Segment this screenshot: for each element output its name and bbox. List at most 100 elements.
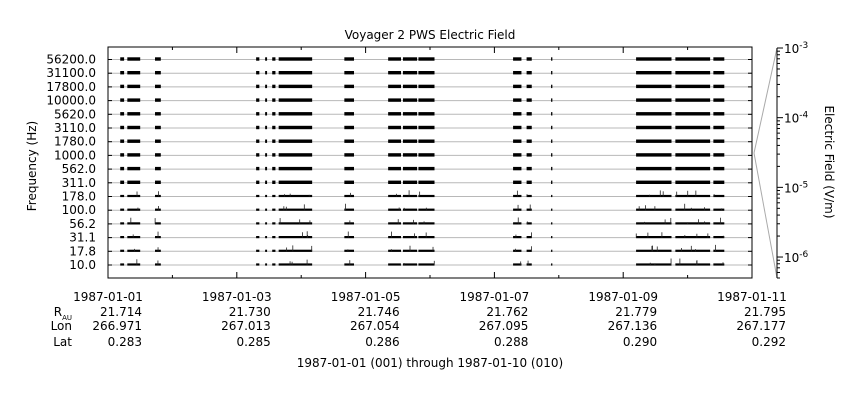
data-band — [675, 139, 711, 143]
data-band — [418, 222, 435, 225]
data-band — [402, 98, 418, 102]
data-band — [278, 112, 313, 116]
data-band — [713, 236, 725, 239]
data-band — [265, 263, 268, 266]
data-band — [513, 57, 522, 61]
data-band — [344, 71, 355, 75]
data-band — [402, 57, 418, 61]
data-band — [278, 84, 313, 89]
data-band — [402, 222, 418, 225]
data-band — [278, 153, 313, 157]
data-band — [278, 236, 313, 239]
data-band — [418, 84, 435, 89]
data-band — [120, 208, 125, 211]
data-band — [713, 249, 725, 252]
data-band — [551, 236, 553, 239]
data-band — [513, 125, 522, 130]
plot-frame — [107, 46, 753, 279]
data-band — [344, 84, 355, 89]
data-band — [388, 84, 402, 89]
data-band — [513, 222, 522, 225]
data-band — [418, 153, 435, 157]
data-band — [344, 166, 355, 171]
data-band — [127, 194, 141, 198]
data-band — [713, 139, 725, 143]
data-band — [127, 166, 141, 171]
x-tick-label: 1987-01-05 — [331, 290, 401, 304]
data-band — [513, 180, 522, 184]
data-band — [272, 98, 276, 102]
data-band — [402, 208, 418, 211]
data-band — [256, 112, 260, 116]
data-band — [513, 112, 522, 116]
data-band — [127, 208, 141, 211]
x-tick-label: 1987-01-11 — [717, 290, 787, 304]
data-band — [513, 208, 522, 211]
data-band — [127, 249, 141, 252]
data-band — [120, 263, 125, 266]
data-band — [526, 222, 532, 225]
data-band — [418, 263, 435, 266]
data-band — [418, 71, 435, 75]
data-band — [526, 236, 532, 239]
data-band — [402, 153, 418, 157]
data-band — [278, 71, 313, 75]
data-band — [120, 194, 125, 198]
y-tick-label: 56200.0 — [46, 53, 96, 67]
ephemeris-value: 0.285 — [236, 335, 270, 349]
data-band — [388, 98, 402, 102]
data-band — [402, 236, 418, 239]
data-band — [526, 112, 532, 116]
data-band — [155, 166, 161, 171]
data-band — [636, 153, 672, 157]
x-axis-label: 1987-01-01 (001) through 1987-01-10 (010… — [297, 356, 563, 370]
ephemeris-value: 0.292 — [752, 335, 786, 349]
data-band — [526, 208, 532, 211]
data-band — [713, 180, 725, 184]
y-tick-label: 562.0 — [62, 162, 96, 176]
data-band — [120, 180, 125, 184]
data-band — [636, 139, 672, 143]
data-band — [675, 263, 711, 266]
ephemeris-value: 21.779 — [615, 305, 657, 319]
ephemeris-value: 21.746 — [358, 305, 400, 319]
data-band — [344, 153, 355, 157]
data-band — [418, 112, 435, 116]
data-band — [418, 194, 435, 198]
data-band — [713, 98, 725, 102]
data-band — [675, 180, 711, 184]
data-band — [551, 112, 553, 116]
data-band — [344, 125, 355, 130]
data-band — [272, 263, 276, 266]
data-band — [278, 57, 313, 61]
data-band — [551, 84, 553, 89]
data-band — [272, 84, 276, 89]
data-band — [265, 112, 268, 116]
data-band — [127, 180, 141, 184]
data-band — [127, 153, 141, 157]
data-band — [120, 139, 125, 143]
data-band — [278, 208, 313, 211]
data-band — [636, 84, 672, 89]
data-band — [278, 139, 313, 143]
data-band — [526, 84, 532, 89]
data-band — [388, 112, 402, 116]
data-band — [418, 180, 435, 184]
data-band — [344, 180, 355, 184]
data-band — [256, 153, 260, 157]
data-band — [402, 263, 418, 266]
data-band — [713, 71, 725, 75]
y-tick-label: 100.0 — [62, 203, 96, 217]
data-band — [127, 112, 141, 116]
data-band — [526, 166, 532, 171]
data-band — [256, 222, 260, 225]
data-band — [713, 208, 725, 211]
data-band — [513, 71, 522, 75]
data-band — [513, 249, 522, 252]
data-band — [675, 153, 711, 157]
x-tick-label: 1987-01-09 — [588, 290, 658, 304]
data-band — [551, 263, 553, 266]
data-band — [526, 125, 532, 130]
data-band — [272, 180, 276, 184]
